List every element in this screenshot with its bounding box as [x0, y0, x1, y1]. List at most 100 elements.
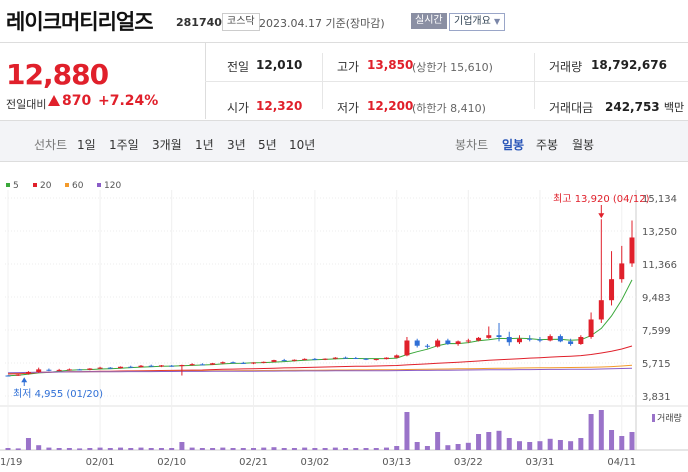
period-5y[interactable]: 5년 [258, 138, 277, 152]
stats-divider [205, 81, 688, 82]
volume-bar [588, 414, 594, 450]
candle-body [476, 337, 482, 341]
period-1w[interactable]: 1주일 [109, 138, 139, 152]
volume-bar [36, 445, 42, 450]
volume-bar [66, 448, 72, 450]
candle-body [281, 360, 287, 362]
volume-bar [465, 442, 471, 450]
y-tick-label: 5,715 [642, 359, 671, 370]
volume-bar [476, 434, 482, 450]
stock-chart[interactable]: 15,134 13,250 11,366 9,483 7,599 5,715 3,831 01… [0, 172, 688, 472]
candle-body [169, 365, 175, 367]
candle-body [179, 365, 185, 367]
candle-body [332, 357, 338, 359]
candle-body [56, 369, 62, 371]
candle-body [486, 335, 492, 338]
low-arrowhead [21, 377, 28, 383]
y-tick-label: 3,831 [642, 392, 671, 403]
candle-body [506, 336, 512, 343]
open-label: 시가 [227, 101, 250, 115]
volume-bar [5, 448, 11, 450]
candle-body [118, 366, 124, 369]
volume-bar [568, 441, 574, 450]
candle-body [568, 341, 574, 344]
candle-body [97, 367, 103, 369]
candle-body [343, 357, 349, 359]
volume-bar [148, 448, 154, 450]
x-tick-label: 01/19 [0, 457, 22, 468]
candle-body [373, 359, 379, 361]
volume-legend-swatch [652, 414, 655, 422]
candle-body [537, 339, 543, 341]
amount-value: 242,753 백만 [605, 100, 685, 114]
company-info-dropdown[interactable]: 기업개요 ▼ [449, 13, 506, 31]
legend-ma20: 20 [33, 181, 51, 191]
volume-bar [486, 432, 492, 450]
x-tick-label: 03/22 [454, 457, 483, 468]
candle-body [77, 369, 83, 371]
candle-chart-label[interactable]: 봉차트 [455, 138, 489, 152]
candle-body [496, 335, 502, 337]
volume-bar [383, 447, 389, 450]
volume-bar [578, 438, 584, 450]
tab-daily[interactable]: 일봉 [502, 138, 525, 152]
volume-bar [56, 448, 62, 450]
ma-120-line [7, 367, 633, 374]
tab-monthly[interactable]: 월봉 [572, 138, 595, 152]
candle-body [25, 372, 31, 374]
stock-name: 레이크머티리얼즈 [6, 10, 154, 34]
volume-bar [15, 448, 21, 450]
candle-body [220, 362, 226, 364]
realtime-button[interactable]: 실시간 [411, 13, 447, 29]
volume-bar [537, 441, 543, 450]
stock-code: 281740 [176, 16, 222, 29]
candle-body [15, 374, 21, 376]
change-value: 870 [48, 93, 91, 109]
period-3y[interactable]: 3년 [227, 138, 246, 152]
low-value: 12,200 [367, 99, 414, 113]
volume-bar [404, 412, 410, 450]
period-3m[interactable]: 3개월 [152, 138, 182, 152]
candle-body [46, 369, 52, 371]
candle-body [302, 358, 308, 360]
volume-bar [77, 448, 83, 450]
candle-body [465, 340, 471, 342]
period-1y[interactable]: 1년 [195, 138, 214, 152]
volume-label: 거래량 [549, 60, 583, 74]
candle-body [547, 336, 553, 341]
market-badge: 코스닥 [222, 13, 260, 31]
candle-body [527, 338, 533, 340]
x-tick-label: 03/02 [300, 457, 329, 468]
candle-body [291, 359, 297, 361]
upper-limit: (상한가 15,610) [412, 61, 493, 74]
tab-weekly[interactable]: 주봉 [536, 138, 559, 152]
volume-bar [169, 448, 175, 450]
candle-body [424, 345, 430, 347]
volume-bar [210, 448, 216, 450]
candle-body [435, 340, 441, 347]
candle-body [363, 358, 369, 360]
volume-bar [629, 432, 635, 450]
candle-body [629, 237, 635, 264]
candle-body [107, 367, 113, 369]
candle-body [138, 365, 144, 368]
x-tick-label: 02/10 [157, 457, 186, 468]
period-10y[interactable]: 10년 [289, 138, 316, 152]
candle-body [210, 363, 216, 365]
legend-ma120: 120 [97, 181, 121, 191]
line-chart-label[interactable]: 선차트 [34, 138, 68, 152]
candle-body [312, 358, 318, 360]
volume-legend-label: 거래량 [657, 412, 682, 424]
volume-bar [343, 448, 349, 450]
x-tick-label: 03/31 [526, 457, 555, 468]
candle-body [619, 263, 625, 280]
volume-bar [281, 448, 287, 450]
volume-bar [220, 447, 226, 450]
volume-bar [261, 447, 267, 450]
price-box: 12,880 전일대비 870 +7.24% [0, 43, 206, 119]
period-1d[interactable]: 1일 [77, 138, 96, 152]
candle-body [322, 358, 328, 360]
y-tick-label: 13,250 [642, 227, 677, 238]
candle-body [36, 369, 42, 373]
candle-body [230, 362, 236, 364]
